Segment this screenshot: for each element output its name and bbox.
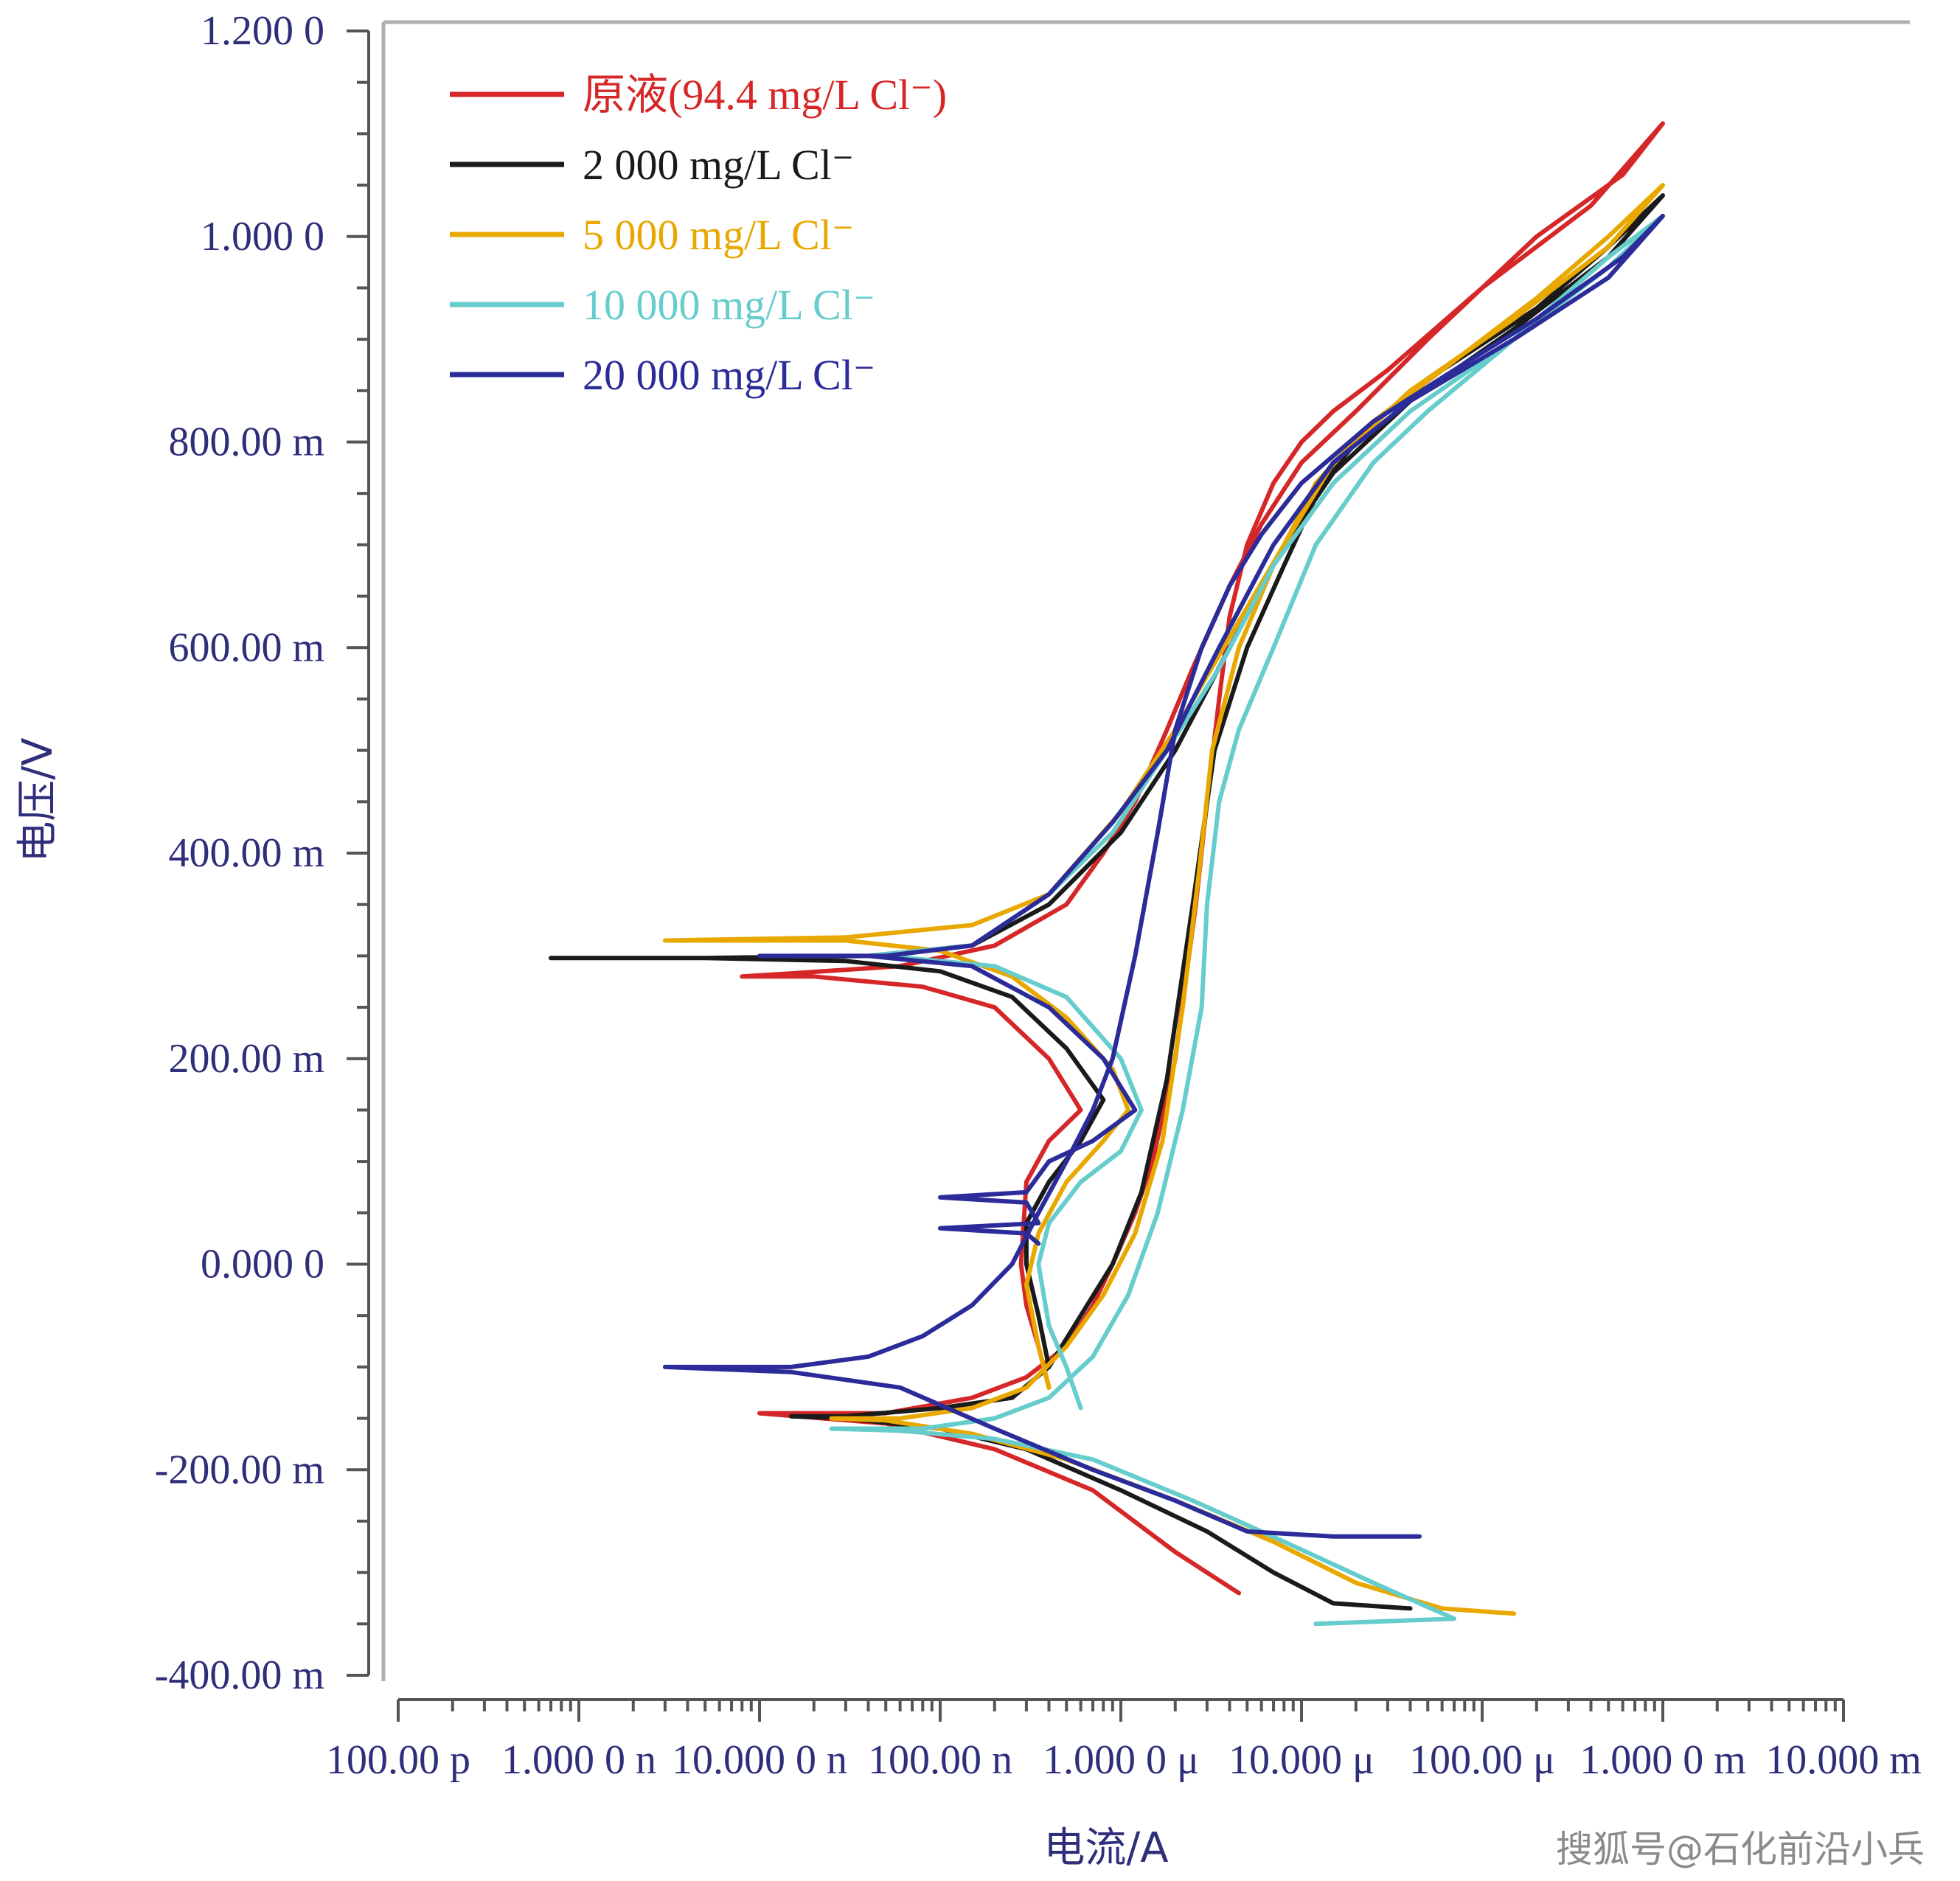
x-tick-label: 100.00 n xyxy=(868,1737,1012,1783)
series-line-4 xyxy=(789,213,1665,1627)
series-line-2 xyxy=(549,193,1665,1611)
y-tick-label: -400.00 m xyxy=(155,1652,324,1698)
x-tick-label: 10.000 μ xyxy=(1229,1737,1375,1783)
y-tick-label: -200.00 m xyxy=(155,1447,324,1492)
legend-label: 2 000 mg/L Cl⁻ xyxy=(583,141,854,189)
y-tick-label: 0.000 0 xyxy=(201,1242,324,1287)
x-tick-label: 1.000 0 n xyxy=(501,1737,656,1783)
legend-label: 20 000 mg/L Cl⁻ xyxy=(583,351,875,399)
y-tick-label: 400.00 m xyxy=(168,830,324,876)
legend: 原液(94.4 mg/L Cl⁻) 2 000 mg/L Cl⁻ 5 000 mg/… xyxy=(450,71,947,399)
series-layer xyxy=(549,121,1665,1627)
frame xyxy=(381,20,1910,1681)
legend-label: 10 000 mg/L Cl⁻ xyxy=(583,281,875,329)
x-tick-label: 100.00 μ xyxy=(1409,1737,1555,1783)
y-tick-label: 1.000 0 xyxy=(201,214,324,260)
y-tick-label: 800.00 m xyxy=(168,420,324,465)
x-tick-label: 100.00 p xyxy=(326,1737,470,1783)
x-axis-title: 电流/A xyxy=(1043,1824,1168,1872)
legend-label: 5 000 mg/L Cl⁻ xyxy=(583,211,854,259)
x-tick-label: 10.000 m xyxy=(1765,1737,1922,1783)
y-tick-label: 1.200 0 xyxy=(201,8,324,54)
y-tick-label: 600.00 m xyxy=(168,625,324,670)
x-tick-label: 1.000 0 m xyxy=(1580,1737,1746,1783)
x-tick-label: 10.000 0 n xyxy=(672,1737,847,1783)
y-axis: 1.200 0 1.000 0 800.00 m 600.00 m 400.00 m 20… xyxy=(155,8,370,1698)
y-axis-title: 电压/V xyxy=(14,737,62,862)
x-tick-label: 1.000 0 μ xyxy=(1043,1737,1199,1783)
watermark: 搜狐号@石化前沿小兵 xyxy=(1556,1828,1925,1871)
series-line-5 xyxy=(662,213,1665,1539)
x-axis: 100.00 p 1.000 0 n 10.000 0 n 100.00 n 1.000… xyxy=(326,1698,1922,1783)
y-tick-label: 200.00 m xyxy=(168,1036,324,1082)
series-line-3 xyxy=(662,183,1665,1616)
legend-label: 原液(94.4 mg/L Cl⁻) xyxy=(583,71,947,119)
